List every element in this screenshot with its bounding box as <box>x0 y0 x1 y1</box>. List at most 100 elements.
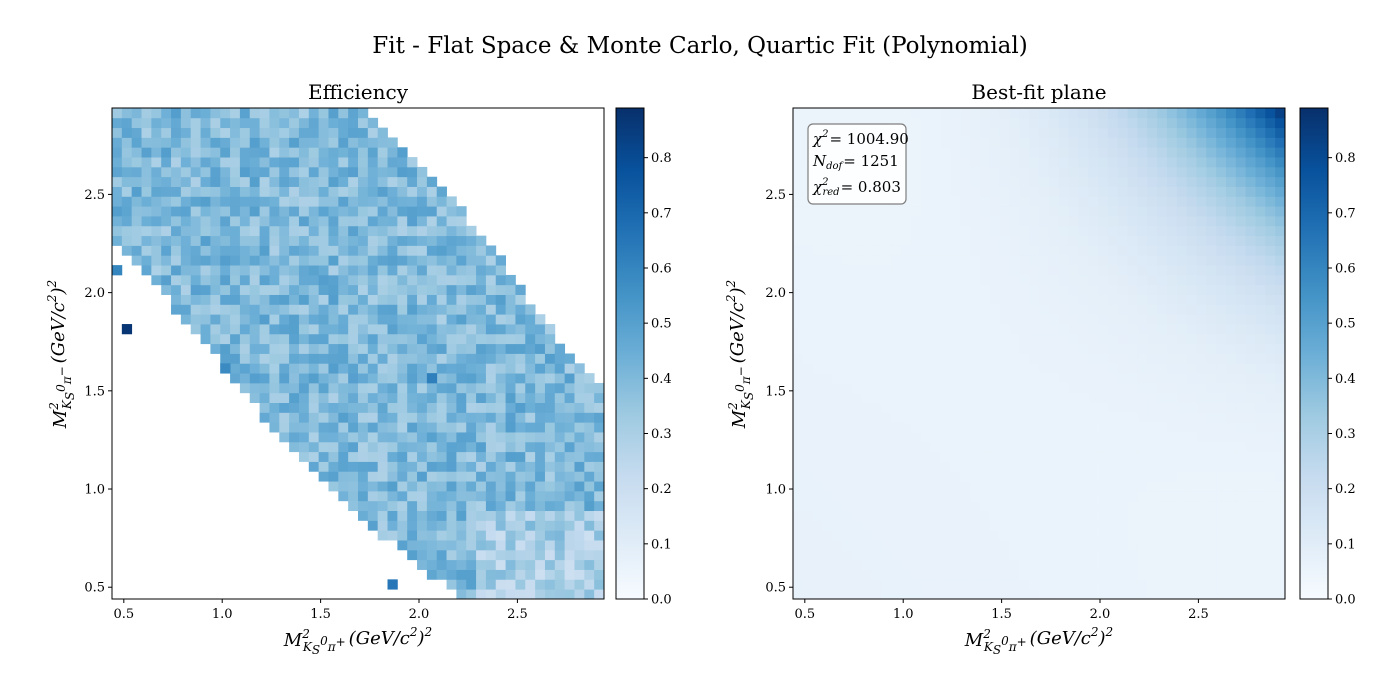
heatmap-cell <box>1186 402 1197 413</box>
colorbar-tick-label: 0.7 <box>651 206 672 221</box>
heatmap-cell <box>999 510 1010 521</box>
heatmap-cell <box>456 451 467 462</box>
heatmap-cell <box>842 432 853 443</box>
heatmap-cell <box>535 471 546 482</box>
heatmap-cell <box>793 412 804 423</box>
heatmap-cell <box>999 206 1010 217</box>
heatmap-cell <box>249 176 260 187</box>
heatmap-cell <box>793 265 804 276</box>
heatmap-cell <box>1039 402 1050 413</box>
heatmap-cell <box>1107 274 1119 286</box>
heatmap-cell <box>1265 373 1276 384</box>
heatmap-cell <box>200 216 211 227</box>
heatmap-cell <box>279 432 290 443</box>
heatmap-cell <box>190 304 201 315</box>
heatmap-cell <box>367 176 379 187</box>
heatmap-cell <box>1255 392 1266 403</box>
heatmap-cell <box>911 500 922 512</box>
heatmap-cell <box>911 549 922 561</box>
heatmap-cell <box>1235 225 1247 237</box>
heatmap-cell <box>1009 412 1020 423</box>
heatmap-cell <box>881 392 892 403</box>
heatmap-cell <box>1206 530 1217 541</box>
heatmap-cell <box>544 579 556 590</box>
heatmap-cell <box>852 392 863 403</box>
heatmap-cell <box>1235 530 1247 541</box>
heatmap-cell <box>239 137 251 148</box>
heatmap-cell <box>1058 343 1069 354</box>
heatmap-cell <box>446 432 457 443</box>
heatmap-cell <box>436 206 447 217</box>
heatmap-cell <box>1196 117 1207 129</box>
heatmap-cell <box>950 108 961 119</box>
heatmap-cell <box>1186 530 1197 541</box>
heatmap-cell <box>1225 186 1237 197</box>
heatmap-cell <box>930 441 941 453</box>
heatmap-cell <box>1029 392 1040 403</box>
heatmap-cell <box>417 530 428 541</box>
heatmap-cell <box>230 235 241 246</box>
heatmap-cell <box>200 108 211 119</box>
heatmap-cell <box>367 245 379 256</box>
heatmap-cell <box>298 176 310 187</box>
heatmap-cell <box>1088 117 1099 129</box>
heatmap-cell <box>554 422 566 433</box>
heatmap-cell <box>1235 363 1247 374</box>
heatmap-cell <box>358 324 369 335</box>
heatmap-cell <box>930 589 941 600</box>
heatmap-cell <box>407 432 418 443</box>
heatmap-cell <box>505 274 516 286</box>
heatmap-cell <box>1127 117 1138 129</box>
heatmap-cell <box>1147 589 1158 600</box>
heatmap-cell <box>417 373 428 384</box>
heatmap-cell <box>1019 569 1030 580</box>
heatmap-cell <box>989 569 1001 580</box>
heatmap-cell <box>891 441 902 453</box>
heatmap-cell <box>446 382 457 394</box>
heatmap-cell <box>249 255 260 266</box>
heatmap-cell <box>861 549 873 561</box>
colorbar-tick-label: 0.0 <box>1335 593 1356 608</box>
heatmap-cell <box>1117 274 1128 286</box>
heatmap-cell <box>1127 314 1138 325</box>
heatmap-cell <box>1098 569 1109 580</box>
heatmap-cell <box>348 412 359 423</box>
heatmap-cell <box>1137 186 1148 197</box>
heatmap-cell <box>1157 569 1168 580</box>
heatmap-cell <box>1127 530 1138 541</box>
heatmap-cell <box>426 510 438 521</box>
heatmap-cell <box>871 471 882 482</box>
heatmap-cell <box>1265 353 1276 364</box>
heatmap-cell <box>1206 579 1217 590</box>
heatmap-cell <box>1078 373 1089 384</box>
heatmap-cell <box>930 157 941 168</box>
heatmap-cell <box>901 294 912 305</box>
heatmap-cell <box>1206 108 1217 119</box>
heatmap-cell <box>989 540 1001 551</box>
heatmap-cell <box>793 284 804 295</box>
heatmap-cell <box>979 294 991 305</box>
heatmap-cell <box>1216 186 1227 197</box>
heatmap-cell <box>1088 451 1099 462</box>
heatmap-cell <box>554 500 566 512</box>
heatmap-cell <box>1068 343 1079 354</box>
heatmap-cell <box>1275 510 1286 521</box>
heatmap-cell <box>1137 274 1148 286</box>
heatmap-cell <box>920 392 932 403</box>
heatmap-cell <box>1058 157 1069 168</box>
heatmap-cell <box>1147 255 1158 266</box>
heatmap-cell <box>1019 579 1030 590</box>
heatmap-cell <box>1029 235 1040 246</box>
heatmap-cell <box>1058 255 1069 266</box>
heatmap-cell <box>298 166 310 178</box>
heatmap-cell <box>1127 461 1138 472</box>
heatmap-cell <box>456 206 467 217</box>
efficiency-x-axis-label: M2 KS0π+ (GeV/c2)2 <box>283 625 432 657</box>
heatmap-cell <box>1127 589 1138 600</box>
heatmap-cell <box>1265 265 1276 276</box>
heatmap-cell <box>220 314 231 325</box>
heatmap-cell <box>802 461 814 472</box>
heatmap-cell <box>1068 196 1079 207</box>
heatmap-cell <box>348 382 359 394</box>
heatmap-cell <box>269 147 280 158</box>
